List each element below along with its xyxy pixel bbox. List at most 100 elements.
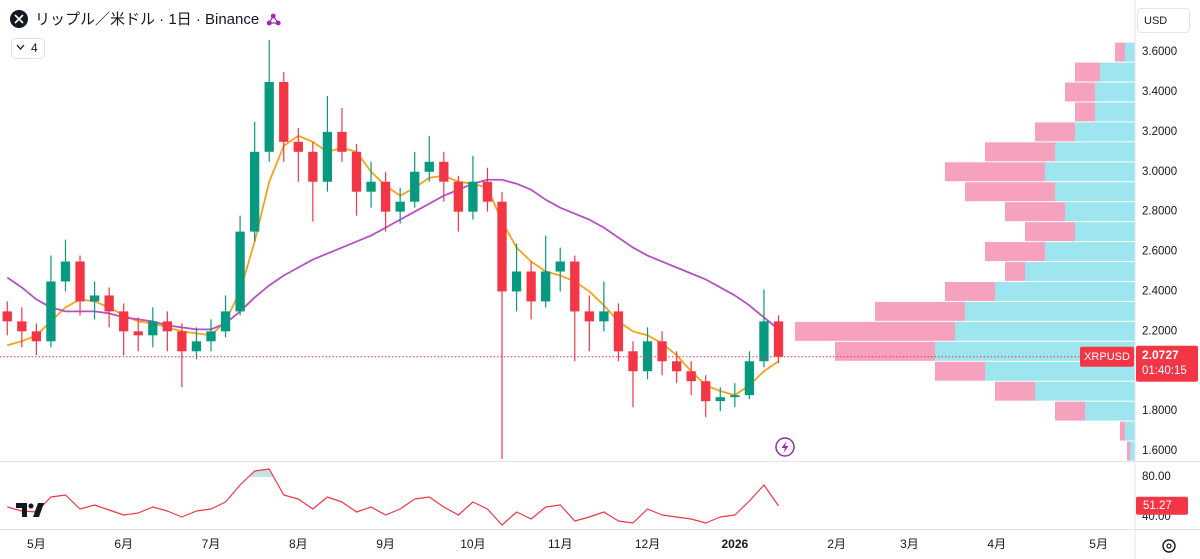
x-tick-label: 11月 — [548, 537, 572, 551]
indicator-toggle[interactable] — [11, 38, 45, 59]
candle-body — [686, 371, 696, 382]
profile-up — [1125, 42, 1135, 62]
candle-body — [744, 361, 755, 396]
currency-button[interactable] — [1137, 8, 1190, 33]
candle-body — [235, 231, 245, 312]
y-tick-label: 3.6000 — [1142, 46, 1177, 58]
x-tick-label: 3月 — [900, 537, 919, 551]
profile-up — [1130, 441, 1135, 461]
candle-body — [249, 151, 260, 232]
profile-down — [985, 242, 1045, 262]
candle-body — [439, 161, 449, 182]
candle-body — [322, 131, 333, 182]
candle-body — [541, 271, 551, 302]
x-tick-label: 12月 — [635, 537, 660, 551]
volume-profile — [795, 42, 1135, 461]
candle-body — [191, 341, 202, 352]
candle-body — [424, 161, 434, 172]
symbol-icon-mark — [14, 14, 24, 24]
moving-average — [7, 134, 779, 397]
candle-body — [119, 311, 129, 332]
candle-body — [599, 311, 609, 322]
profile-up — [1100, 62, 1135, 82]
profile-up — [1125, 421, 1135, 441]
profile-up — [1075, 122, 1135, 142]
rsi-line — [7, 468, 779, 526]
candle-body — [773, 321, 784, 357]
profile-up — [955, 321, 1135, 341]
candle-body — [526, 271, 536, 302]
symbol-label: XRPUSD — [1084, 351, 1130, 363]
y-tick-label: 2.4000 — [1142, 285, 1177, 297]
profile-up — [1055, 142, 1135, 162]
profile-down — [985, 142, 1055, 162]
candle-body — [628, 351, 638, 372]
y-tick-label: 2.2000 — [1142, 325, 1177, 337]
y-tick-label: 3.2000 — [1142, 126, 1177, 138]
candle-body — [17, 321, 27, 332]
chevron-icon — [16, 44, 25, 50]
last-price-label: 2.0727 — [1142, 348, 1179, 362]
y-tick-label: 3.4000 — [1142, 86, 1177, 98]
candle-body — [701, 381, 711, 402]
x-tick-label: 2月 — [827, 537, 846, 551]
profile-down — [1127, 441, 1130, 461]
candle-body — [2, 311, 12, 322]
x-tick-label: 5月 — [1089, 537, 1108, 551]
profile-down — [1005, 202, 1065, 222]
settings-icon[interactable] — [1162, 539, 1176, 553]
profile-down — [875, 301, 965, 321]
profile-down — [1115, 42, 1125, 62]
currency-label: USD — [1144, 15, 1167, 27]
moving-average — [6, 178, 780, 331]
profile-down — [995, 381, 1035, 401]
candle-body — [337, 131, 347, 152]
indicator-count: 4 — [31, 41, 38, 55]
candle-body — [133, 331, 143, 336]
profile-up — [1035, 381, 1135, 401]
rsi-value-badge — [1136, 496, 1188, 515]
profile-down — [935, 361, 985, 381]
profile-up — [1055, 182, 1135, 202]
candle-body — [366, 181, 376, 192]
profile-up — [1045, 162, 1135, 182]
candle-body — [89, 295, 100, 302]
share-icon[interactable] — [266, 13, 281, 26]
profile-down — [1065, 82, 1095, 102]
countdown-label: 01:40:15 — [1142, 365, 1187, 377]
profile-up — [965, 301, 1135, 321]
profile-down — [1035, 122, 1075, 142]
candle-body — [220, 311, 231, 332]
overbought-fill — [7, 469, 779, 477]
candle-body — [104, 295, 114, 312]
candle-body — [410, 171, 420, 202]
profile-down — [1005, 262, 1025, 281]
price-pane — [0, 40, 1135, 460]
profile-down — [1055, 401, 1085, 421]
profile-up — [1095, 102, 1135, 122]
candle-body — [46, 281, 56, 342]
candle-body — [657, 341, 667, 362]
price-labels: XRPUSD 2.0727 01:40:15 51.27 — [1080, 345, 1198, 515]
profile-up — [1095, 82, 1135, 102]
candle-body — [511, 271, 522, 292]
candle-body — [730, 395, 740, 398]
candle-body — [279, 81, 289, 142]
candle-body — [206, 331, 216, 342]
profile-down — [795, 321, 955, 341]
event-marker[interactable] — [775, 437, 795, 457]
profile-down — [1025, 222, 1075, 242]
candle-body — [468, 181, 478, 212]
y-tick-label: 80.00 — [1142, 471, 1171, 483]
candle-body — [308, 151, 318, 182]
logo — [16, 503, 44, 517]
x-tick-label: 9月 — [376, 537, 395, 551]
profile-up — [1065, 202, 1135, 222]
candle-body — [31, 331, 42, 342]
candle-body — [759, 321, 769, 362]
candle-body — [293, 141, 303, 152]
x-tick-label: 7月 — [202, 537, 221, 551]
profile-up — [1045, 242, 1135, 262]
profile-down — [1075, 102, 1095, 122]
